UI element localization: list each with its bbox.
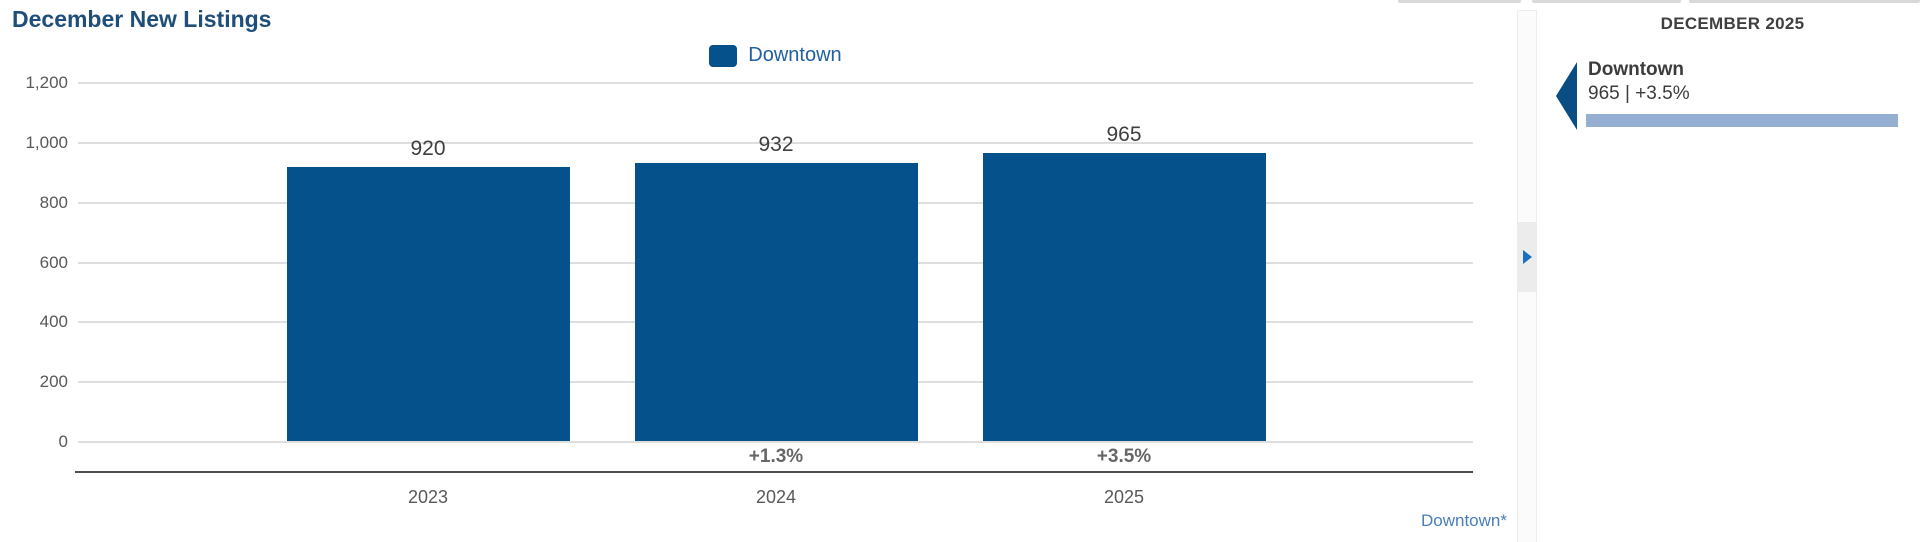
splitter-handle[interactable] (1517, 222, 1537, 292)
y-axis-tick-label: 1,000 (25, 132, 68, 152)
x-axis-line (75, 471, 1473, 473)
legend-label: Downtown (748, 44, 842, 66)
summary-series-name: Downtown (1588, 59, 1685, 80)
bar-downtown-2024[interactable] (634, 163, 918, 441)
y-gridline-0 (78, 441, 1473, 443)
left-triangle-pointer-icon (1556, 62, 1577, 130)
y-axis-tick-label: 400 (39, 312, 68, 332)
y-gridline-1200 (78, 82, 1473, 84)
pct-change-label: +3.5% (1096, 446, 1152, 467)
top-edge-divider (1532, 0, 1681, 3)
x-axis-tick-label: 2023 (407, 487, 449, 507)
chart-title: December New Listings (12, 6, 272, 32)
y-axis-tick-label: 1,200 (25, 73, 68, 92)
y-axis-tick-label: 600 (39, 252, 68, 272)
pct-change-label: +1.3% (748, 446, 804, 467)
bar-value-label: 932 (758, 133, 794, 157)
x-axis-tick-label: 2024 (755, 487, 797, 507)
y-gridline-1000 (78, 141, 1473, 144)
x-axis-tick-label: 2025 (1103, 487, 1145, 507)
bar-value-label: 965 (1106, 123, 1142, 147)
top-edge-divider (1689, 0, 1920, 3)
bar-downtown-2023[interactable] (286, 166, 570, 441)
summary-value-bar (1586, 114, 1898, 127)
summary-panel-header: DECEMBER 2025 (1660, 14, 1805, 33)
y-axis-tick-label: 200 (39, 372, 68, 392)
y-axis-tick-label: 800 (39, 192, 68, 212)
summary-value-line: 965 | +3.5% (1588, 83, 1690, 104)
bar-downtown-2025[interactable] (982, 153, 1266, 441)
top-edge-divider (1398, 0, 1521, 3)
bar-value-label: 920 (410, 136, 446, 160)
chart-legend-item-downtown[interactable]: Downtown (78, 44, 1473, 67)
series-footnote: Downtown* (1421, 511, 1507, 530)
expand-panel-arrow-icon (1522, 250, 1532, 264)
y-axis-tick-label: 0 (58, 432, 68, 451)
legend-swatch-icon (709, 44, 738, 67)
